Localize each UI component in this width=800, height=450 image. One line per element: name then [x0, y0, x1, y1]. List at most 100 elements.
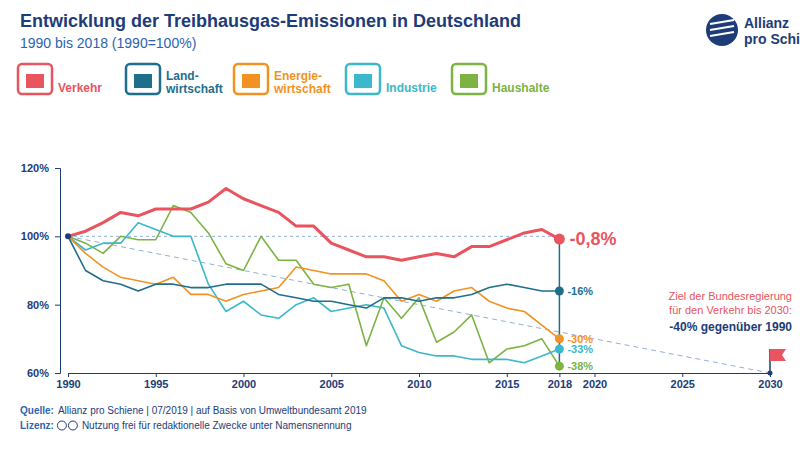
y-tick-label: 60%	[27, 367, 49, 379]
x-tick: 2018	[548, 373, 572, 390]
y-tick-label: 80%	[27, 299, 49, 311]
logo-text-line: pro Schiene	[744, 31, 800, 47]
chart-container: Entwicklung der Treibhausgas-Emissionen …	[0, 0, 800, 450]
legend-icon-fill	[460, 74, 478, 88]
x-tick-label: 1995	[144, 378, 168, 390]
end-label: -33%	[567, 343, 593, 355]
license-icon	[57, 421, 66, 430]
legend-icon	[234, 64, 268, 94]
flag-base	[768, 371, 773, 376]
target-flag	[768, 349, 787, 376]
footer-prefix: Lizenz:	[20, 420, 54, 431]
subtitle: 1990 bis 2018 (1990=100%)	[20, 35, 196, 51]
legend-label: Energie-wirtschaft	[273, 69, 331, 96]
y-tick-mark	[55, 305, 60, 306]
end-point	[555, 362, 564, 371]
title: Entwicklung der Treibhausgas-Emissionen …	[20, 11, 521, 31]
legend-icon-fill	[134, 74, 152, 88]
legend-item: Verkehr	[18, 64, 102, 95]
legend-item: Land-wirtschaft	[126, 64, 223, 96]
x-tick-label: 2018	[548, 378, 572, 390]
x-tick-mark	[682, 373, 683, 377]
y-tick: 120%	[21, 162, 60, 174]
legend-label-line: Industrie	[386, 81, 437, 95]
x-tick: 2025	[671, 373, 695, 390]
target-label-line: -40% gegenüber 1990	[669, 320, 792, 334]
legend-item: Industrie	[346, 64, 437, 95]
x-tick: 1990	[56, 373, 80, 390]
x-tick-mark	[68, 373, 69, 377]
x-tick: 2000	[232, 373, 256, 390]
series-line	[68, 189, 559, 261]
x-tick-mark	[595, 373, 596, 377]
end-point	[554, 234, 565, 245]
x-tick-label: 2010	[407, 378, 431, 390]
y-axis: 60% 80% 100% 120%	[21, 162, 61, 379]
x-tick-label: 1990	[56, 378, 80, 390]
y-tick-mark	[55, 373, 60, 374]
y-tick-label: 120%	[21, 162, 49, 174]
logo-icon	[706, 14, 738, 46]
legend-item: Haushalte	[452, 64, 550, 95]
start-point	[65, 233, 71, 239]
legend-icon-fill	[354, 74, 372, 88]
legend-label: Verkehr	[58, 81, 102, 95]
footer-body: Nutzung frei für redaktionelle Zwecke un…	[82, 420, 352, 431]
legend-label: Haushalte	[492, 81, 550, 95]
x-tick-label: 2005	[320, 378, 344, 390]
legend-icon	[18, 64, 52, 94]
x-tick: 2005	[320, 373, 344, 390]
legend-icon	[346, 64, 380, 94]
end-point	[555, 287, 564, 296]
x-axis-line	[69, 374, 771, 378]
x-tick: 2020	[583, 373, 607, 390]
legend-item: Energie-wirtschaft	[234, 64, 331, 96]
x-tick-label: 2030	[758, 378, 782, 390]
logo-icon-stripe	[710, 32, 734, 36]
x-tick-mark	[331, 373, 332, 377]
target-label-line: für den Verkehr bis 2030:	[669, 304, 792, 316]
legend-icon	[452, 64, 486, 94]
x-tick: 2030	[758, 373, 782, 390]
target-label-line: Ziel der Bundesregierung	[668, 290, 792, 302]
x-tick: 2015	[495, 373, 519, 390]
logo-icon-stripe	[710, 26, 734, 30]
background	[0, 0, 800, 450]
legend-icon-fill	[26, 74, 44, 88]
legend-icon	[126, 64, 160, 94]
end-label: -16%	[567, 285, 593, 297]
logo-text-line: Allianz	[744, 15, 789, 31]
y-tick: 80%	[27, 299, 60, 311]
y-tick-label: 100%	[21, 230, 49, 242]
chart-svg: Entwicklung der Treibhausgas-Emissionen …	[0, 0, 800, 450]
legend-label-line: Haushalte	[492, 81, 550, 95]
x-tick-mark	[559, 373, 560, 377]
end-point	[555, 345, 564, 354]
flag-cloth	[770, 349, 786, 361]
legend-icon-fill	[242, 74, 260, 88]
y-tick: 60%	[27, 367, 60, 379]
y-axis-line	[55, 169, 61, 374]
x-tick-mark	[156, 373, 157, 377]
x-tick-label: 2000	[232, 378, 256, 390]
data-labels: -0,8%-16%-30%-33%-38%	[567, 229, 616, 372]
legend-label-line: wirtschaft	[165, 82, 223, 96]
plot-area	[65, 189, 770, 374]
x-tick: 2010	[407, 373, 431, 390]
y-tick-mark	[55, 236, 60, 237]
legend-label-line: Land-	[166, 69, 199, 83]
x-tick-label: 2020	[583, 378, 607, 390]
legend-label: Industrie	[386, 81, 437, 95]
y-tick: 100%	[21, 230, 60, 242]
x-axis: 1990 1995 2000 2005 2010 2015 2018 2020 2025 2030	[56, 373, 782, 390]
target-label: Ziel der Bundesregierung für den Verkehr …	[668, 290, 792, 334]
end-label: -0,8%	[569, 229, 616, 249]
legend-label-line: wirtschaft	[273, 82, 331, 96]
x-tick-mark	[419, 373, 420, 377]
baseline	[68, 236, 559, 237]
x-tick-mark	[244, 373, 245, 377]
footer-prefix: Quelle:	[20, 405, 54, 416]
end-point	[555, 334, 564, 343]
series-line	[68, 236, 559, 339]
logo: Allianzpro Schiene	[706, 14, 800, 47]
